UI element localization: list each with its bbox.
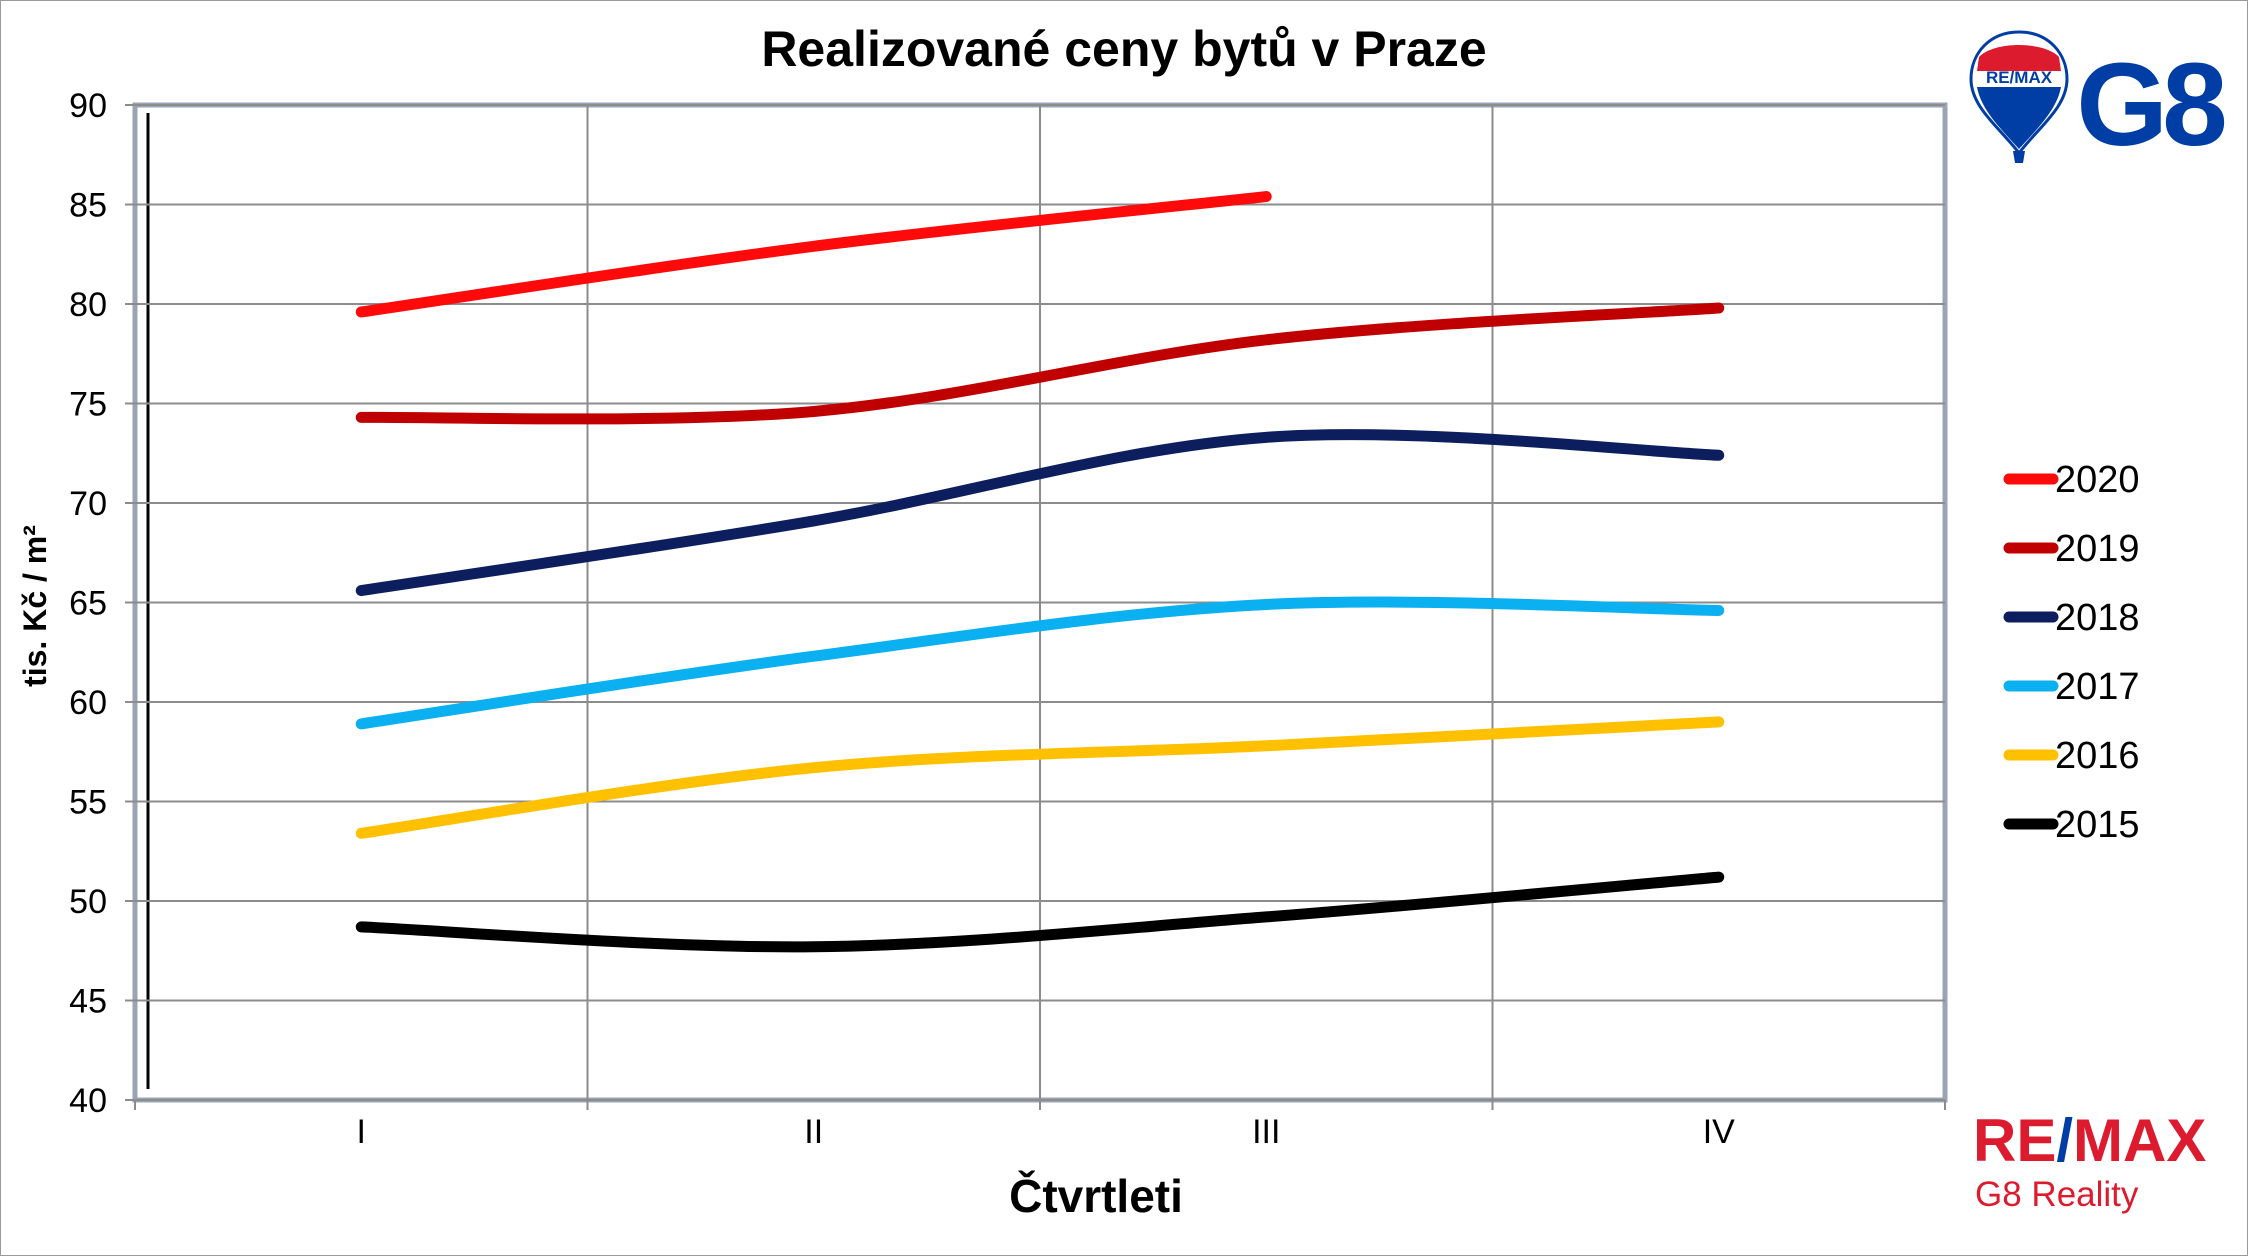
remax-g8-logo: RE/MAX G8 — [1969, 30, 2229, 163]
balloon-text: RE/MAX — [1986, 68, 2053, 87]
y-tick-label: 40 — [69, 1082, 107, 1120]
data-point-2017 — [360, 722, 363, 725]
y-tick-label: 85 — [69, 187, 107, 225]
legend: 2020 2019 2018 2017 2016 2015 — [2003, 459, 2140, 846]
chart-title: Realizované ceny bytů v Praze — [761, 21, 1486, 77]
data-point-2017 — [812, 655, 815, 658]
x-tick-label: III — [1252, 1113, 1280, 1151]
remax-reality-logo: RE/MAX G8 Reality — [1973, 1113, 2206, 1214]
data-point-2015 — [360, 925, 363, 928]
data-point-2020 — [360, 310, 363, 313]
y-axis-ticks: 40 45 50 55 60 65 70 75 80 85 90 — [69, 87, 135, 1120]
x-tick-label: I — [357, 1113, 366, 1151]
x-axis-ticks: I II III IV — [134, 1100, 1946, 1151]
data-point-2017 — [1265, 603, 1268, 606]
data-point-2016 — [1717, 720, 1720, 723]
logo-max: MAX — [2073, 1113, 2206, 1174]
data-point-2019 — [1717, 306, 1720, 309]
g8-text: G8 — [2076, 39, 2224, 163]
data-point-2019 — [1265, 338, 1268, 341]
y-tick-label: 75 — [69, 386, 107, 424]
y-tick-label: 60 — [69, 684, 107, 722]
data-point-2017 — [1717, 609, 1720, 612]
data-point-2019 — [360, 416, 363, 419]
data-point-2018 — [1265, 436, 1268, 439]
data-point-2020 — [812, 245, 815, 248]
series-line-2015 — [355, 871, 1725, 953]
data-point-2016 — [1265, 744, 1268, 747]
legend-label: 2019 — [2055, 528, 2140, 570]
legend-item-2018: 2018 — [2003, 597, 2140, 639]
logo-subtitle: G8 Reality — [1975, 1175, 2139, 1214]
logo-re: RE — [1973, 1113, 2056, 1174]
legend-item-2020: 2020 — [2003, 459, 2140, 501]
legend-label: 2018 — [2055, 597, 2140, 639]
series-line-2019 — [355, 302, 1725, 425]
y-tick-label: 90 — [69, 87, 107, 125]
logo-slash: / — [2056, 1113, 2073, 1174]
data-point-2018 — [812, 519, 815, 522]
legend-item-2016: 2016 — [2003, 735, 2140, 777]
y-tick-label: 50 — [69, 883, 107, 921]
series-line-2017 — [355, 596, 1725, 730]
y-tick-label: 70 — [69, 485, 107, 523]
series-line-2016 — [355, 716, 1725, 839]
data-point-2018 — [360, 589, 363, 592]
data-point-2020 — [1265, 195, 1268, 198]
data-point-2019 — [812, 410, 815, 413]
svg-text:RE/MAX: RE/MAX — [1973, 1113, 2206, 1174]
data-point-2018 — [1717, 454, 1720, 457]
legend-label: 2020 — [2055, 459, 2140, 501]
x-axis-label: Čtvrtleti — [1009, 1170, 1183, 1222]
legend-item-2017: 2017 — [2003, 666, 2140, 708]
x-tick-label: IV — [1703, 1113, 1735, 1151]
data-point-2015 — [1717, 876, 1720, 879]
legend-label: 2015 — [2055, 804, 2140, 846]
y-tick-label: 80 — [69, 286, 107, 324]
balloon-icon — [1969, 30, 2069, 163]
series-line-2018 — [355, 429, 1725, 597]
data-point-2016 — [812, 766, 815, 769]
x-tick-label: II — [804, 1113, 823, 1151]
y-tick-label: 45 — [69, 983, 107, 1021]
data-point-2015 — [1265, 915, 1268, 918]
series-lines — [355, 191, 1725, 953]
y-tick-label: 65 — [69, 585, 107, 623]
legend-item-2019: 2019 — [2003, 528, 2140, 570]
y-axis-label: tis. Kč / m² — [17, 525, 53, 687]
legend-label: 2016 — [2055, 735, 2140, 777]
data-point-2015 — [812, 945, 815, 948]
legend-item-2015: 2015 — [2003, 804, 2140, 846]
legend-label: 2017 — [2055, 666, 2140, 708]
y-tick-label: 55 — [69, 784, 107, 822]
data-point-2016 — [360, 832, 363, 835]
